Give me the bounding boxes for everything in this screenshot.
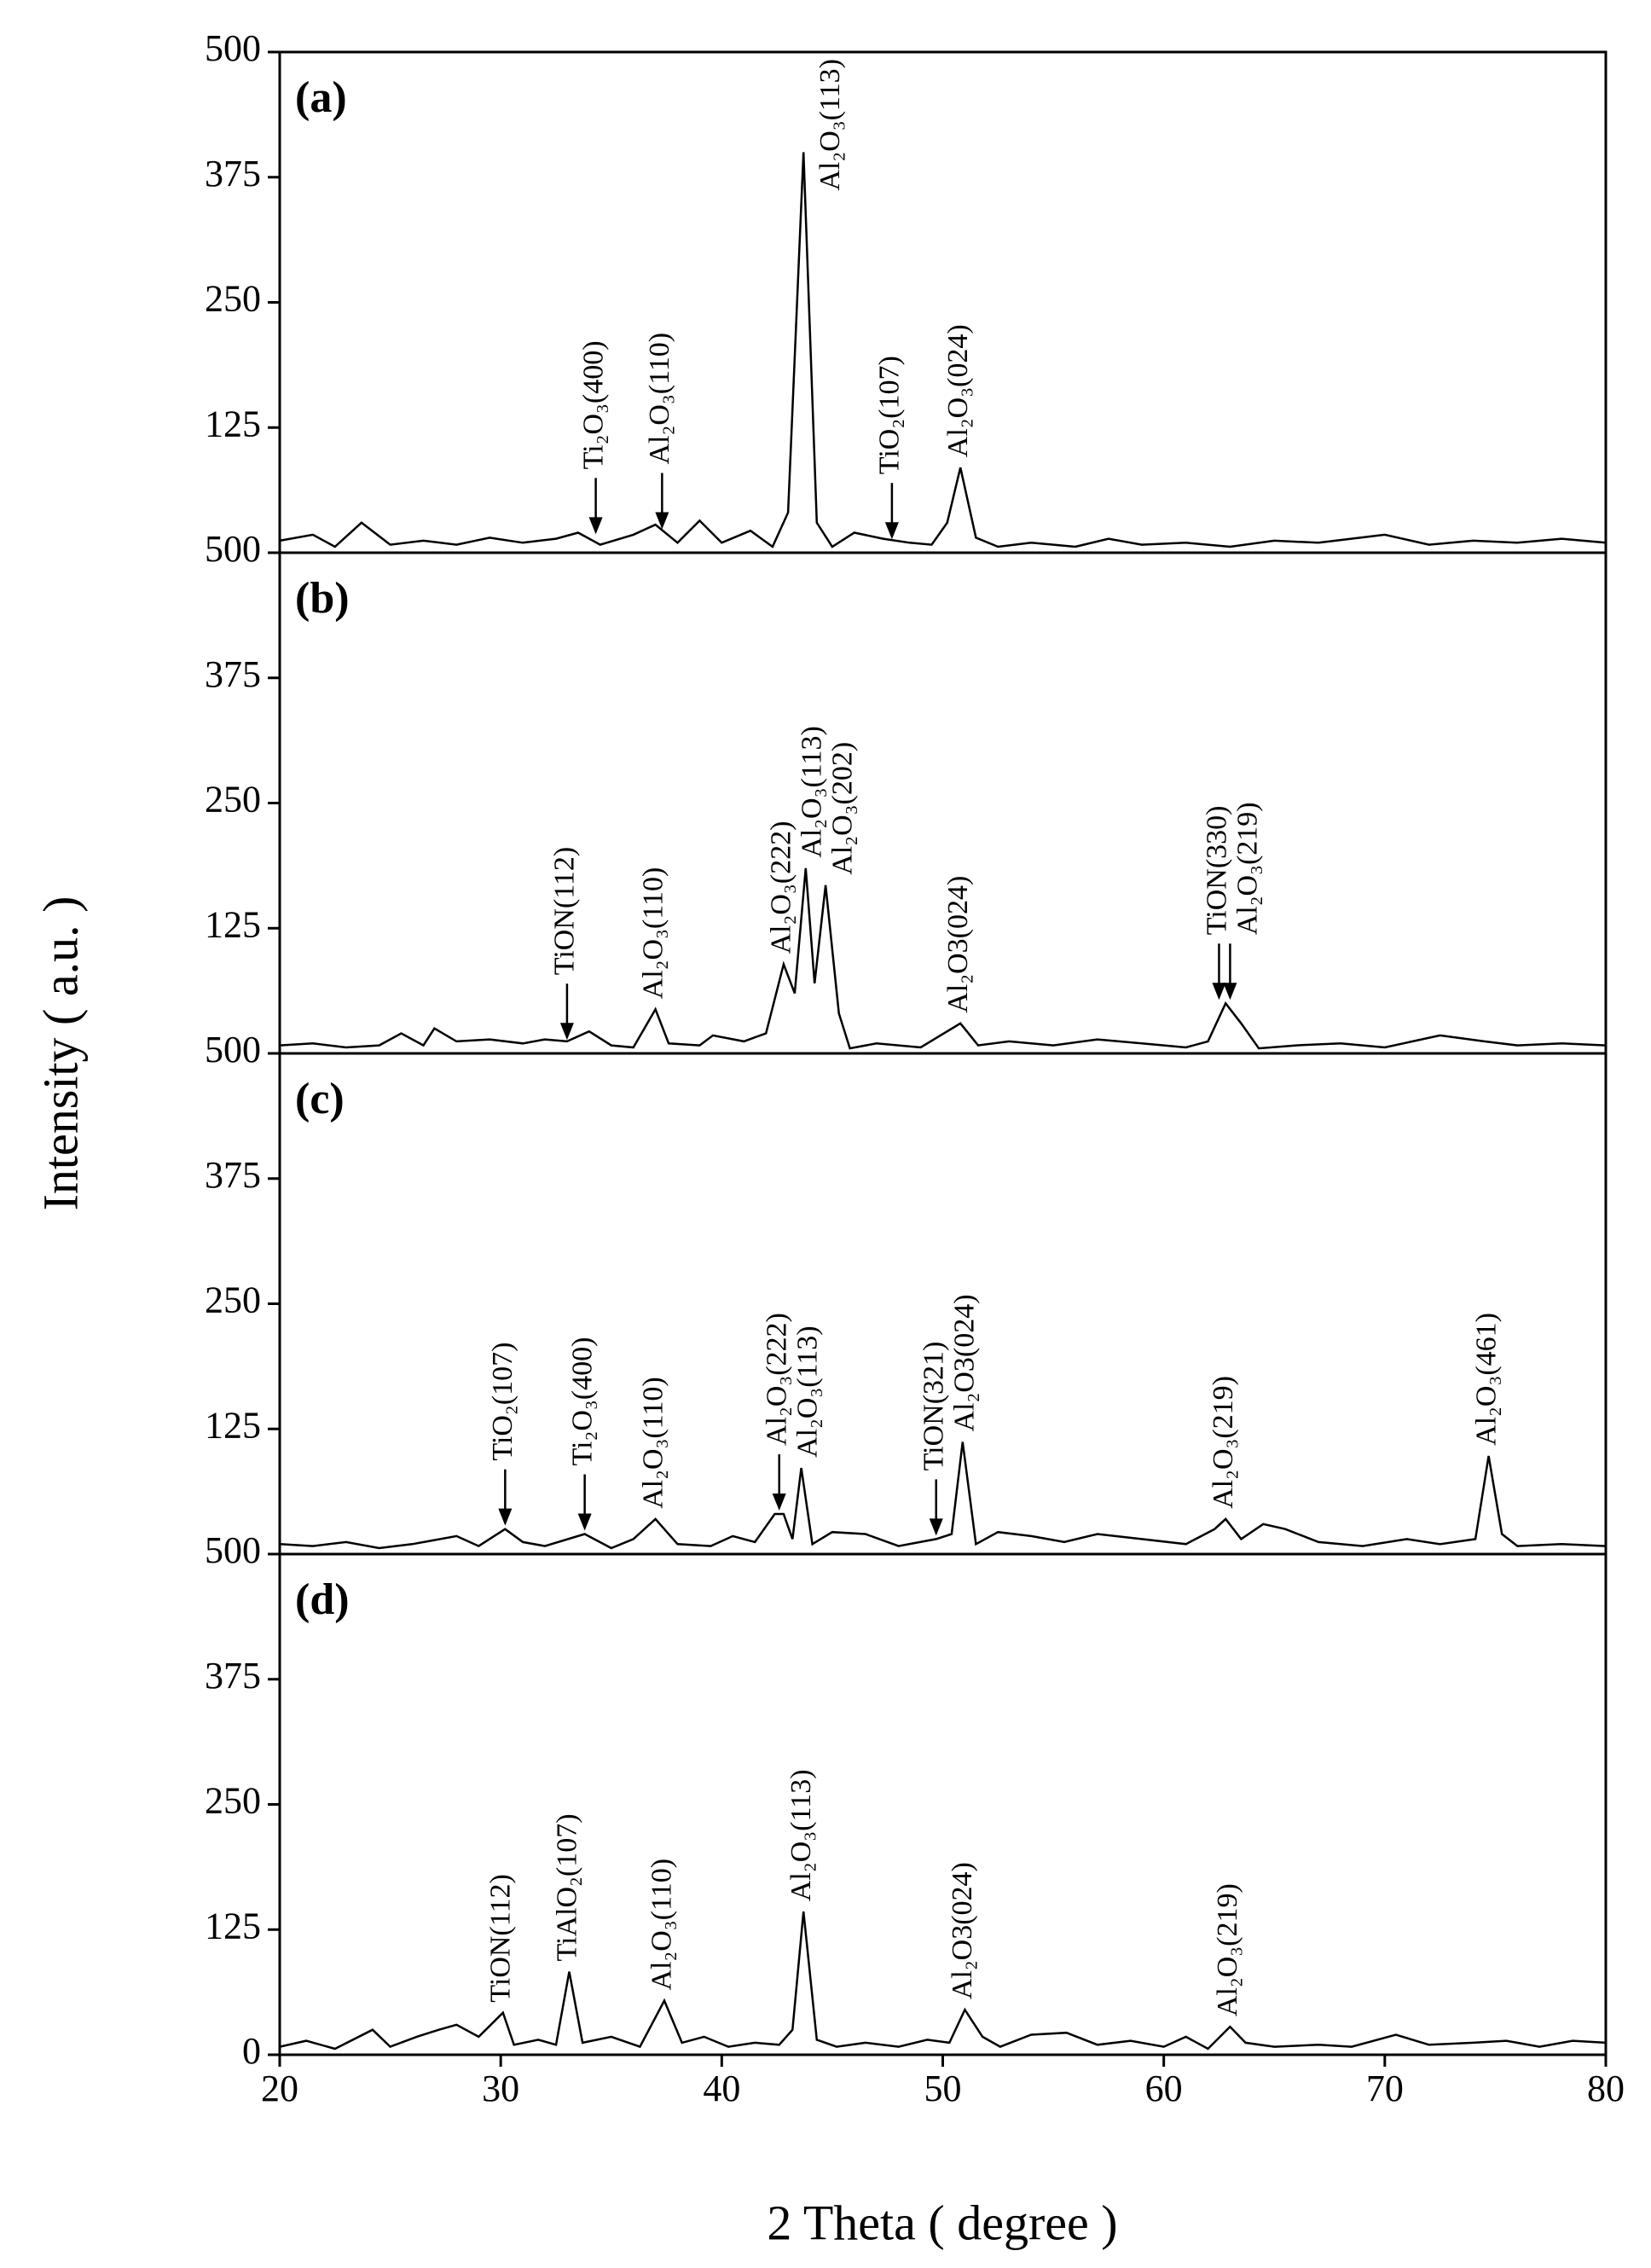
panel-label: (b) (295, 574, 350, 623)
x-tick-label: 20 (261, 2068, 298, 2109)
y-tick-label: 500 (205, 1529, 261, 1571)
arrow-head (884, 522, 899, 540)
y-tick-label: 375 (205, 1154, 261, 1196)
annotation: Al₂O₃(219) (1212, 1883, 1243, 2016)
xrd-line (279, 1911, 1607, 2050)
y-tick-label: 500 (205, 528, 261, 570)
annotation: Al₂O3(024) (947, 1862, 978, 1999)
annotation: Al₂O₃(222) (766, 821, 797, 954)
arrow-head (588, 517, 603, 535)
annotation: Al₂O₃(219) (1208, 1376, 1239, 1509)
y-tick-label: 500 (205, 27, 261, 69)
plot-frame (278, 50, 1608, 554)
panel-label: (c) (295, 1075, 345, 1123)
annotation: Al₂O₃(113) (797, 726, 828, 858)
annotation: Al₂O₃(219) (1231, 802, 1263, 935)
annotation: Ti₂O₃(400) (577, 340, 609, 469)
arrow-head (1223, 983, 1237, 1001)
panel-label: (a) (295, 73, 347, 122)
annotation: Al₂O₃(110) (637, 867, 669, 1000)
y-tick-label: 0 (242, 2030, 261, 2072)
x-tick-label: 80 (1587, 2068, 1625, 2109)
y-tick-label: 500 (205, 1029, 261, 1070)
y-tick-label: 250 (205, 1279, 261, 1321)
y-tick-label: 375 (205, 153, 261, 194)
x-tick-label: 30 (482, 2068, 519, 2109)
annotation: TiAlO₂(107) (551, 1813, 582, 1961)
annotation: TiO₂(107) (487, 1343, 518, 1461)
plot-frame (278, 1552, 1608, 2056)
annotation: Al₂O₃(461) (1470, 1313, 1502, 1446)
y-tick-label: 125 (205, 1404, 261, 1446)
y-axis-title: Intensity ( a.u. ) (32, 896, 88, 1211)
plot-frame (278, 1052, 1608, 1556)
x-axis-title: 2 Theta ( degree ) (767, 2195, 1117, 2250)
annotation: Al₂O3(024) (942, 876, 974, 1013)
annotation: Al₂O₃(113) (785, 1769, 817, 1901)
annotation: Al₂O₃(110) (644, 333, 675, 465)
y-tick-label: 125 (205, 903, 261, 945)
y-tick-label: 375 (205, 653, 261, 695)
y-tick-label: 125 (205, 1905, 261, 1946)
annotation: TiON(112) (549, 847, 581, 976)
annotation: Ti₂O₃(400) (566, 1337, 598, 1466)
arrow-head (559, 1023, 574, 1041)
xrd-line (279, 152, 1607, 548)
xrd-line (279, 867, 1607, 1050)
arrow-head (772, 1494, 786, 1511)
annotation: TiON(330) (1201, 806, 1232, 936)
arrow-head (1212, 983, 1226, 1001)
annotation: Al₂O₃(024) (942, 324, 974, 457)
arrow-head (498, 1508, 513, 1526)
annotation: Al₂O₃(110) (646, 1859, 678, 1991)
y-tick-label: 250 (205, 779, 261, 821)
arrow-head (577, 1513, 592, 1531)
x-tick-label: 50 (924, 2068, 962, 2109)
annotation: TiO₂(107) (874, 356, 906, 474)
arrow-head (929, 1518, 943, 1536)
annotation: Al₂O₃(202) (827, 742, 859, 875)
x-tick-label: 70 (1366, 2068, 1404, 2109)
x-tick-label: 40 (703, 2068, 740, 2109)
x-tick-label: 60 (1145, 2068, 1183, 2109)
y-tick-label: 375 (205, 1655, 261, 1697)
annotation: Al₂O₃(110) (637, 1377, 669, 1509)
y-tick-label: 250 (205, 1780, 261, 1822)
arrow-head (655, 512, 669, 530)
panel-label: (d) (295, 1575, 350, 1624)
annotation: Al₂O₃(113) (814, 59, 846, 191)
annotation: Al₂O₃(113) (792, 1325, 824, 1458)
annotation: TiON(112) (485, 1874, 517, 2003)
annotation: TiON(321) (918, 1342, 950, 1471)
y-tick-label: 250 (205, 278, 261, 320)
annotation: Al₂O3(024) (949, 1294, 981, 1431)
y-tick-label: 125 (205, 403, 261, 444)
annotation: Al₂O₃(222) (762, 1313, 793, 1446)
xrd-line (279, 1441, 1607, 1550)
